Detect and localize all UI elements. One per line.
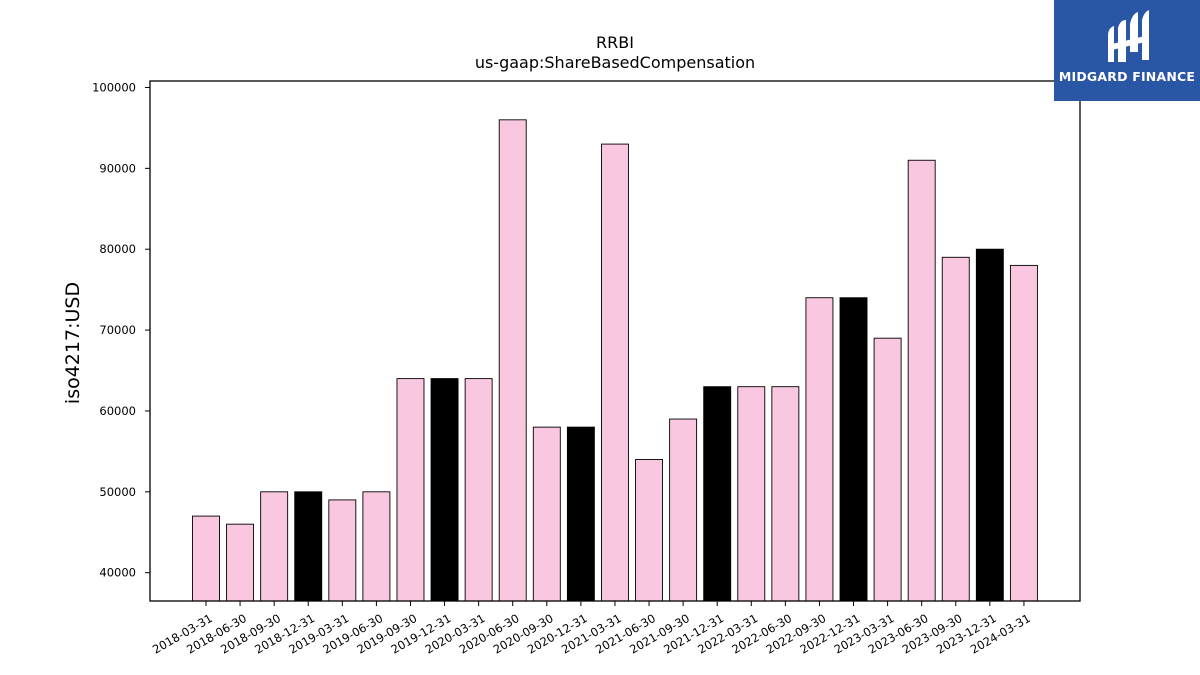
y-tick-label: 70000 bbox=[99, 323, 136, 337]
bar-2020-06-30 bbox=[498, 119, 527, 602]
bar-2021-12-31 bbox=[703, 386, 732, 602]
y-tick-label: 40000 bbox=[99, 566, 136, 580]
y-tick-label: 100000 bbox=[92, 80, 136, 94]
chart-title: RRBI bbox=[596, 33, 634, 52]
x-axis-ticks: 2018-03-312018-06-302018-09-302018-12-31… bbox=[150, 601, 1033, 657]
bar-2023-09-30 bbox=[941, 256, 970, 602]
bar-2019-09-30 bbox=[396, 378, 425, 602]
bar-2018-03-31 bbox=[192, 515, 220, 602]
bar-2021-06-30 bbox=[635, 459, 663, 602]
bar-2020-12-31 bbox=[566, 426, 595, 602]
bar-2020-03-31 bbox=[464, 378, 493, 602]
y-tick-label: 80000 bbox=[99, 242, 136, 256]
bar-2018-06-30 bbox=[226, 523, 255, 602]
bars-group bbox=[192, 119, 1038, 602]
bar-2019-06-30 bbox=[362, 491, 391, 602]
plot-frame bbox=[149, 80, 1081, 602]
bar-2024-03-31 bbox=[1009, 264, 1038, 602]
bar-2020-09-30 bbox=[532, 426, 561, 602]
bar-2023-12-31 bbox=[975, 248, 1004, 602]
bar-2021-03-31 bbox=[601, 143, 629, 602]
bar-2022-03-31 bbox=[737, 386, 766, 602]
bar-2019-12-31 bbox=[430, 378, 459, 602]
y-tick-label: 50000 bbox=[99, 485, 136, 499]
bar-2021-09-30 bbox=[669, 418, 698, 602]
bar-2023-06-30 bbox=[907, 159, 936, 602]
y-tick-label: 90000 bbox=[99, 161, 136, 175]
bar-2022-09-30 bbox=[805, 297, 834, 602]
bar-2018-12-31 bbox=[294, 491, 323, 602]
bar-2019-03-31 bbox=[328, 499, 357, 602]
y-axis-ticks: 40000 50000 60000 70000 80000 90000 100000 bbox=[92, 80, 150, 580]
chart-subtitle: us-gaap:ShareBasedCompensation bbox=[475, 53, 755, 72]
y-axis-label: iso4217:USD bbox=[62, 282, 84, 404]
y-tick-label: 60000 bbox=[99, 404, 136, 418]
bar-2023-03-31 bbox=[873, 337, 902, 602]
logo-text: MIDGARD FINANCE bbox=[1058, 69, 1196, 84]
bar-2018-09-30 bbox=[260, 491, 289, 602]
midgard-finance-logo: MIDGARD FINANCE bbox=[1054, 0, 1200, 101]
logo-mark-icon bbox=[1108, 10, 1149, 62]
bar-2022-12-31 bbox=[839, 297, 868, 602]
bar-2022-06-30 bbox=[771, 386, 800, 602]
